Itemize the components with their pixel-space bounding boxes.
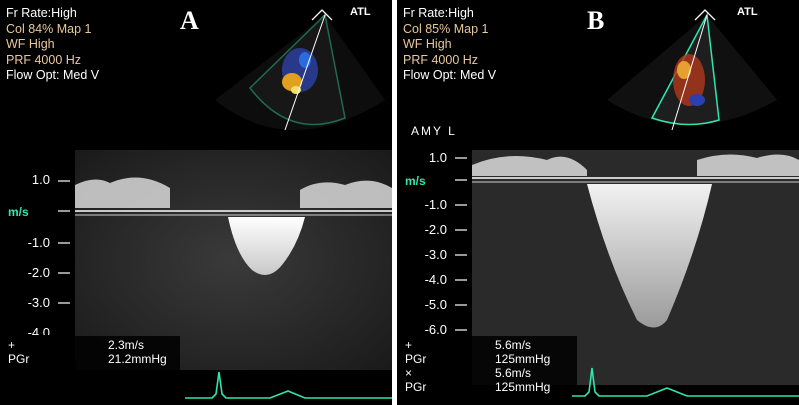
prf-text: PRF 4000 Hz bbox=[6, 52, 82, 67]
brand-logo: ATL bbox=[737, 6, 758, 18]
probe-marker bbox=[694, 9, 716, 21]
ecg-trace bbox=[185, 371, 392, 399]
cursor-line bbox=[671, 14, 708, 131]
frame-rate-text: Fr Rate:High bbox=[6, 6, 77, 20]
caliper-marker: + bbox=[8, 338, 16, 352]
wall-filter-text: WF High bbox=[6, 37, 55, 51]
forward-flow-envelope bbox=[300, 180, 392, 208]
scale-tick: -2.0 bbox=[27, 265, 50, 280]
regurgitant-jet bbox=[587, 184, 712, 328]
velocity-value: 5.6m/s bbox=[495, 338, 532, 352]
scale-tick: -4.0 bbox=[424, 272, 447, 287]
panel-divider bbox=[392, 0, 397, 405]
pressure-gradient-value: 21.2mmHg bbox=[108, 352, 167, 366]
color-gain-text: Col 85% Map 1 bbox=[403, 21, 489, 36]
frame-rate-text: Fr Rate:High bbox=[403, 6, 474, 20]
forward-flow-envelope bbox=[472, 156, 587, 176]
regurgitant-jet bbox=[228, 217, 305, 275]
scale-tick: -5.0 bbox=[424, 297, 447, 312]
ecg-trace bbox=[572, 367, 799, 397]
flow-opt-text: Flow Opt: Med V bbox=[403, 68, 497, 82]
pressure-gradient-value: 125mmHg bbox=[495, 352, 551, 366]
panel-letter: A bbox=[180, 6, 199, 35]
velocity-unit: m/s bbox=[8, 205, 29, 219]
doppler-panel-b: B ATL Fr Rate:High Col 85% Map 1 WF High… bbox=[397, 0, 799, 405]
scale-tick: -6.0 bbox=[424, 322, 447, 337]
forward-flow-envelope bbox=[75, 177, 170, 208]
velocity-unit: m/s bbox=[405, 174, 426, 188]
doppler-panel-a: A ATL Fr Rate:High Col 84% Map 1 WF High… bbox=[0, 0, 392, 405]
panel-b-graphics bbox=[397, 9, 799, 397]
pressure-gradient-value: 125mmHg bbox=[495, 380, 551, 394]
prf-text: PRF 4000 Hz bbox=[403, 52, 479, 67]
scale-tick: 1.0 bbox=[428, 150, 447, 165]
scale-tick: -1.0 bbox=[27, 235, 50, 250]
forward-flow-envelope bbox=[697, 154, 799, 176]
cursor-line bbox=[284, 14, 326, 131]
panel-a-graphics bbox=[0, 9, 392, 399]
measurement-readout: + 5.6m/s PGr 125mmHg × 5.6m/s PGr 125mmH… bbox=[405, 338, 580, 396]
pressure-gradient-label: PGr bbox=[405, 380, 427, 394]
pressure-gradient-label: PGr bbox=[405, 352, 427, 366]
settings-block: Fr Rate:High Col 84% Map 1 WF High PRF 4… bbox=[6, 6, 99, 84]
velocity-value: 2.3m/s bbox=[108, 338, 145, 352]
color-gain-text: Col 84% Map 1 bbox=[6, 21, 92, 36]
scale-tick: -2.0 bbox=[424, 222, 447, 237]
brand-logo: ATL bbox=[350, 6, 371, 18]
scale-tick: -3.0 bbox=[424, 247, 447, 262]
caliper-marker: × bbox=[405, 366, 413, 380]
flow-opt-text: Flow Opt: Med V bbox=[6, 68, 100, 82]
patient-label: AMY L bbox=[411, 124, 457, 138]
probe-marker bbox=[311, 9, 333, 21]
settings-block: Fr Rate:High Col 85% Map 1 WF High PRF 4… bbox=[403, 6, 496, 84]
velocity-value: 5.6m/s bbox=[495, 366, 532, 380]
wall-filter-text: WF High bbox=[403, 37, 452, 51]
pressure-gradient-label: PGr bbox=[8, 352, 30, 366]
scale-tick: -1.0 bbox=[424, 197, 447, 212]
caliper-marker: + bbox=[405, 338, 413, 352]
scale-tick: 1.0 bbox=[31, 172, 50, 187]
scale-tick: -4.0 bbox=[27, 325, 50, 335]
scale-tick: -3.0 bbox=[27, 295, 50, 310]
measurement-readout: + 2.3m/s PGr 21.2mmHg bbox=[8, 338, 183, 370]
panel-letter: B bbox=[587, 6, 605, 35]
